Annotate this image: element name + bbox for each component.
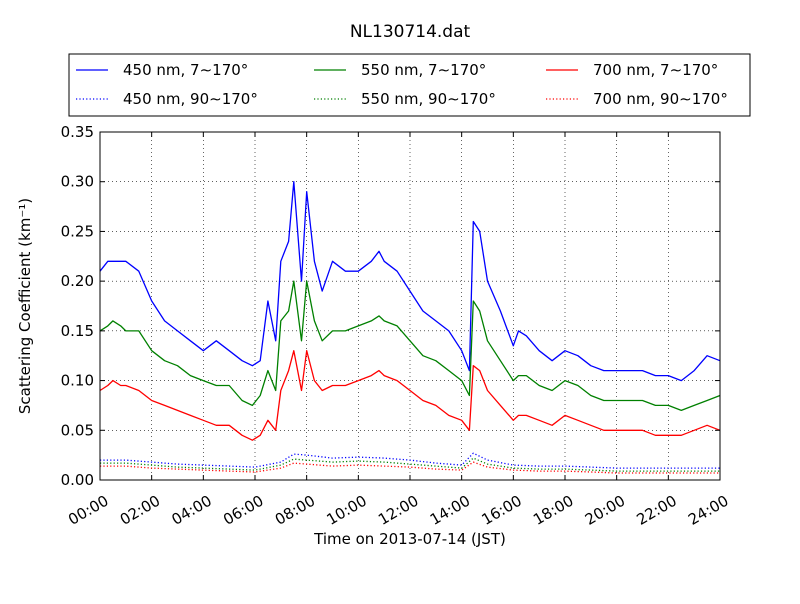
series-line-3 xyxy=(99,350,721,441)
legend-label: 450 nm, 7∼170° xyxy=(123,61,248,79)
y-tick-label: 0.15 xyxy=(61,322,94,340)
legend-label: 700 nm, 7∼170° xyxy=(593,61,718,79)
legend-label: 700 nm, 90∼170° xyxy=(593,90,728,108)
y-tick-label: 0.30 xyxy=(61,173,94,191)
y-tick-label: 0.05 xyxy=(61,421,94,439)
y-tick-label: 0.00 xyxy=(61,471,94,489)
y-axis-label: Scattering Coefficient (km⁻¹) xyxy=(16,198,34,414)
legend: 450 nm, 7∼170° 550 nm, 7∼170° 700 nm, 7∼17… xyxy=(68,53,751,117)
plot-background xyxy=(100,132,720,480)
series-line-1 xyxy=(99,181,721,382)
legend-label: 550 nm, 90∼170° xyxy=(361,90,496,108)
legend-label: 550 nm, 7∼170° xyxy=(361,61,486,79)
series-line-4 xyxy=(100,452,720,469)
legend-box xyxy=(68,53,751,117)
plot-lines xyxy=(99,181,721,474)
series-line-2 xyxy=(99,280,721,412)
chart-title: NL130714.dat xyxy=(350,22,471,42)
x-axis-label: Time on 2013-07-14 (JST) xyxy=(313,530,506,548)
y-tick-label: 0.10 xyxy=(61,372,94,390)
y-tick-label: 0.20 xyxy=(61,272,94,290)
legend-label: 450 nm, 90∼170° xyxy=(123,90,258,108)
y-tick-label: 0.25 xyxy=(61,222,94,240)
y-tick-label: 0.35 xyxy=(61,123,94,141)
